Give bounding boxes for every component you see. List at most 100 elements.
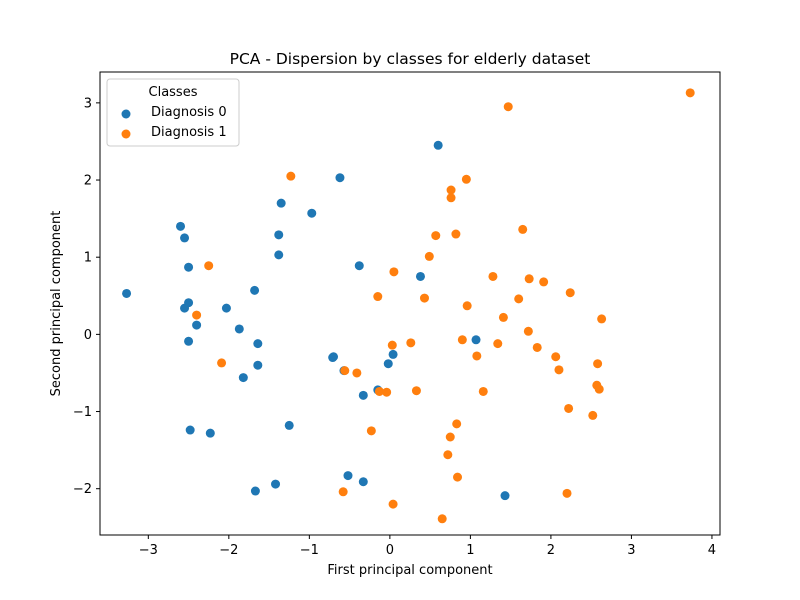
y-tick-label: 1 bbox=[84, 251, 92, 266]
point-series-1-44 bbox=[452, 419, 462, 429]
point-series-1-27 bbox=[493, 339, 503, 349]
legend-label-diagnosis-0: Diagnosis 0 bbox=[151, 105, 227, 120]
x-tick-label: 0 bbox=[386, 543, 394, 558]
point-series-1-20 bbox=[192, 310, 202, 320]
point-series-1-29 bbox=[217, 358, 227, 368]
point-series-1-3 bbox=[461, 174, 471, 184]
point-series-1-45 bbox=[366, 426, 376, 436]
point-series-1-37 bbox=[382, 387, 392, 397]
point-series-0-24 bbox=[354, 261, 364, 271]
point-series-1-33 bbox=[593, 359, 603, 369]
point-series-0-31 bbox=[433, 140, 443, 150]
point-series-0-3 bbox=[184, 262, 194, 272]
point-series-1-5 bbox=[446, 193, 456, 203]
point-series-1-38 bbox=[411, 386, 421, 396]
y-axis-ticks: −2 −1 0 1 2 3 bbox=[73, 96, 100, 497]
point-series-1-42 bbox=[564, 403, 574, 413]
point-series-0-20 bbox=[307, 208, 317, 218]
point-series-1-49 bbox=[338, 487, 348, 497]
point-series-0-9 bbox=[205, 428, 215, 438]
point-series-0-32 bbox=[471, 335, 481, 345]
y-tick-label: 2 bbox=[84, 174, 92, 189]
point-series-1-19 bbox=[462, 301, 472, 311]
x-axis-label: First principal component bbox=[327, 563, 492, 578]
point-series-1-2 bbox=[286, 171, 296, 181]
plot-frame bbox=[99, 71, 721, 536]
point-series-0-36 bbox=[358, 477, 368, 487]
point-series-1-47 bbox=[443, 450, 453, 460]
point-series-0-18 bbox=[274, 250, 284, 260]
point-series-1-10 bbox=[204, 261, 214, 271]
point-series-0-1 bbox=[176, 221, 186, 231]
y-axis-label: Second principal component bbox=[49, 211, 64, 397]
plot-points bbox=[122, 88, 695, 524]
point-series-1-28 bbox=[532, 342, 542, 352]
point-series-1-43 bbox=[588, 410, 598, 420]
point-series-0-34 bbox=[250, 486, 260, 496]
x-axis-ticks: −3 −2 −1 0 1 2 3 4 bbox=[139, 535, 716, 558]
y-tick-label: 0 bbox=[84, 328, 92, 343]
point-series-0-21 bbox=[335, 173, 345, 183]
point-series-0-30 bbox=[415, 271, 425, 281]
point-series-0-0 bbox=[122, 288, 132, 298]
legend: Classes Diagnosis 0 Diagnosis 1 bbox=[106, 78, 240, 147]
point-series-1-34 bbox=[340, 366, 350, 376]
legend-label-diagnosis-1: Diagnosis 1 bbox=[151, 125, 227, 140]
point-series-0-13 bbox=[250, 285, 260, 295]
point-series-0-11 bbox=[234, 324, 244, 334]
point-series-1-41 bbox=[594, 384, 604, 394]
point-series-1-39 bbox=[478, 386, 488, 396]
x-tick-label: 3 bbox=[627, 543, 635, 558]
legend-title: Classes bbox=[149, 85, 198, 100]
point-series-0-29 bbox=[388, 349, 398, 359]
point-series-0-26 bbox=[358, 390, 368, 400]
point-series-1-6 bbox=[451, 229, 461, 239]
point-series-0-17 bbox=[274, 230, 284, 240]
point-series-0-28 bbox=[383, 359, 393, 369]
point-series-0-10 bbox=[221, 303, 231, 313]
point-series-1-22 bbox=[597, 314, 607, 324]
point-series-0-12 bbox=[238, 373, 248, 383]
point-series-0-16 bbox=[276, 198, 286, 208]
y-tick-label: −2 bbox=[73, 482, 92, 497]
point-series-0-37 bbox=[328, 353, 338, 363]
point-series-0-25 bbox=[343, 471, 353, 481]
y-tick-label: −1 bbox=[73, 405, 92, 420]
point-series-0-2 bbox=[180, 233, 190, 243]
point-series-1-36 bbox=[374, 386, 384, 396]
point-series-1-23 bbox=[523, 326, 533, 336]
point-series-1-51 bbox=[562, 488, 572, 498]
point-series-1-31 bbox=[551, 352, 561, 362]
point-series-1-48 bbox=[453, 472, 463, 482]
point-series-1-11 bbox=[389, 267, 399, 277]
point-series-1-14 bbox=[539, 277, 549, 287]
point-series-1-46 bbox=[445, 432, 455, 442]
x-tick-label: −1 bbox=[300, 543, 319, 558]
point-series-1-32 bbox=[554, 365, 564, 375]
point-series-0-15 bbox=[253, 360, 263, 370]
x-tick-label: 2 bbox=[547, 543, 555, 558]
point-series-1-7 bbox=[431, 231, 441, 241]
point-series-1-26 bbox=[387, 340, 397, 350]
legend-marker-diagnosis-1 bbox=[121, 129, 131, 139]
point-series-0-5 bbox=[180, 303, 190, 313]
point-series-1-21 bbox=[498, 312, 508, 322]
point-series-1-16 bbox=[419, 293, 429, 303]
point-series-1-13 bbox=[524, 274, 534, 284]
point-series-0-7 bbox=[184, 336, 194, 346]
point-series-0-35 bbox=[271, 479, 281, 489]
point-series-1-52 bbox=[437, 514, 447, 524]
point-series-0-14 bbox=[253, 339, 263, 349]
point-series-1-17 bbox=[514, 294, 524, 304]
point-series-0-8 bbox=[185, 425, 195, 435]
point-series-0-33 bbox=[500, 491, 510, 501]
point-series-0-19 bbox=[284, 420, 294, 430]
point-series-1-0 bbox=[685, 88, 695, 98]
point-series-1-25 bbox=[406, 338, 416, 348]
chart-title: PCA - Dispersion by classes for elderly … bbox=[230, 50, 591, 68]
point-series-1-50 bbox=[388, 499, 398, 509]
point-series-0-6 bbox=[192, 320, 202, 330]
legend-marker-diagnosis-0 bbox=[121, 109, 131, 119]
x-tick-label: −3 bbox=[139, 543, 158, 558]
